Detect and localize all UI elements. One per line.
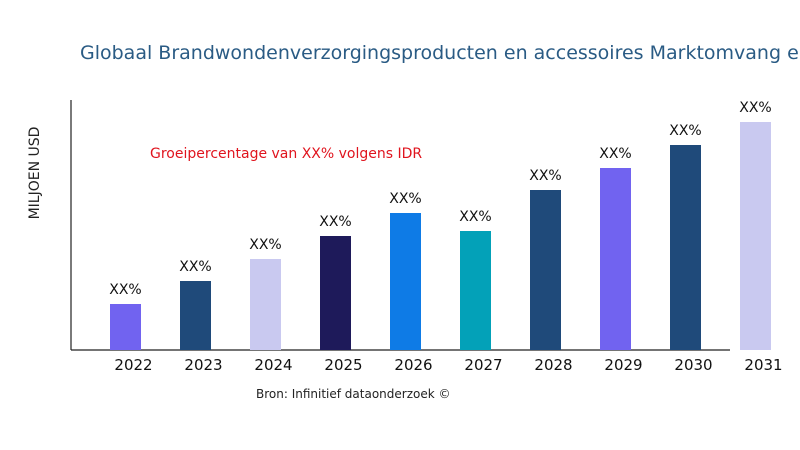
- bar-2027: [460, 231, 491, 350]
- bar-2030: [670, 145, 701, 350]
- data-label-2029: XX%: [599, 146, 631, 162]
- bar-2029: [600, 168, 631, 350]
- data-label-2030: XX%: [669, 123, 701, 139]
- data-label-2023: XX%: [179, 259, 211, 275]
- chart-title: Globaal Brandwondenverzorgingsproducten …: [80, 42, 800, 64]
- x-tick-label-2022: 2022: [114, 356, 152, 374]
- x-tick-label-2031: 2031: [744, 356, 782, 374]
- x-tick-label-2023: 2023: [184, 356, 222, 374]
- data-label-2026: XX%: [389, 191, 421, 207]
- x-tick-label-2026: 2026: [394, 356, 432, 374]
- x-tick-label-2027: 2027: [464, 356, 502, 374]
- data-label-2031: XX%: [739, 100, 771, 116]
- data-label-2028: XX%: [529, 168, 561, 184]
- bar-2025: [320, 236, 351, 350]
- data-label-2024: XX%: [249, 237, 281, 253]
- data-label-2025: XX%: [319, 214, 351, 230]
- x-tick-label-2025: 2025: [324, 356, 362, 374]
- data-label-2027: XX%: [459, 209, 491, 225]
- bar-2022: [110, 304, 141, 350]
- source-note: Bron: Infinitief dataonderzoek ©: [256, 387, 451, 401]
- bar-2028: [530, 190, 561, 350]
- x-tick-label-2028: 2028: [534, 356, 572, 374]
- bar-2024: [250, 259, 281, 350]
- bar-2023: [180, 281, 211, 350]
- growth-annotation: Groeipercentage van XX% volgens IDR: [150, 146, 423, 162]
- bar-2031: [740, 122, 771, 350]
- x-tick-label-2024: 2024: [254, 356, 292, 374]
- data-label-2022: XX%: [109, 282, 141, 298]
- bar-2026: [390, 213, 421, 350]
- x-tick-label-2029: 2029: [604, 356, 642, 374]
- x-tick-label-2030: 2030: [674, 356, 712, 374]
